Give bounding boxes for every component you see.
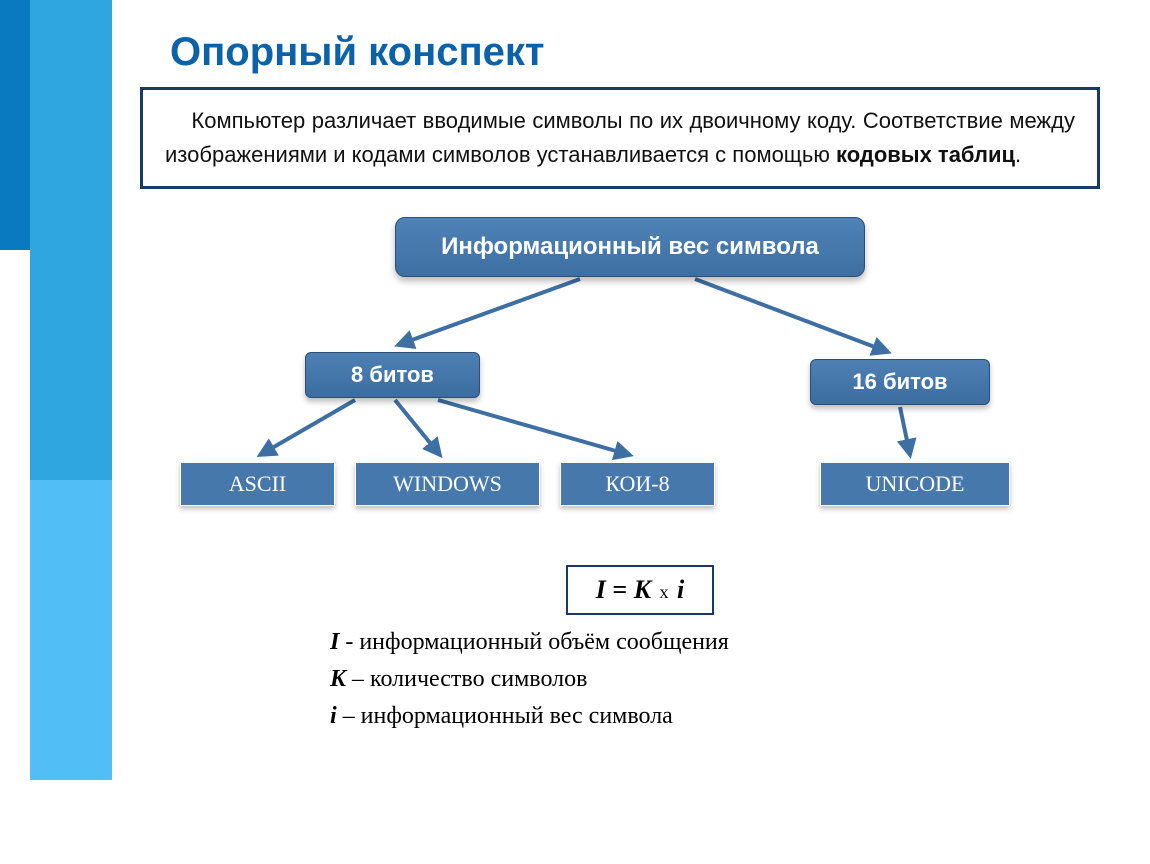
legend-sym-1: K [330,666,346,692]
node-mid-0-label: 8 битов [306,362,479,388]
formula-eq: = [612,575,627,604]
node-leaf-1-label: WINDOWS [356,471,539,497]
legend-row-1: K – количество символов [330,666,1140,693]
hierarchy-diagram: Информационный вес символа 8 битов 16 бито… [140,217,1140,547]
decorative-sidebar [0,0,112,864]
arrow-0 [398,279,580,345]
node-leaf-0-label: ASCII [181,471,334,497]
intro-text-box: Компьютер различает вводимые символы по … [140,87,1100,189]
main-content: Опорный конспект Компьютер различает вво… [140,0,1140,740]
arrow-2 [260,400,355,455]
node-leaf-2-label: КОИ-8 [561,471,714,497]
legend-row-0: I - информационный объём сообщения [330,629,1140,656]
node-leaf-3: UNICODE [820,462,1010,506]
sidebar-stripe-2 [30,0,112,480]
node-mid-0: 8 битов [305,352,480,398]
legend-sym-0: I [330,629,339,655]
sidebar-stripe-3 [30,480,112,780]
intro-line-3c: . [1015,142,1021,167]
formula-box: I = K x i [566,565,715,615]
legend-row-2: i – информационный вес символа [330,703,1140,730]
node-leaf-1: WINDOWS [355,462,540,506]
node-mid-1: 16 битов [810,359,990,405]
intro-line-3a: устанавливается с помощью [537,142,836,167]
arrow-4 [438,400,630,455]
node-mid-1-label: 16 битов [811,369,989,395]
node-leaf-2: КОИ-8 [560,462,715,506]
formula-lhs: I [596,575,606,604]
formula-op: x [658,582,671,602]
formula-row: I = K x i [140,565,1140,615]
intro-line-1: Компьютер различает вводимые символы по … [191,108,856,133]
formula-b: i [677,575,684,604]
intro-bold: кодовых таблиц [836,142,1015,167]
legend-sym-2: i [330,703,337,729]
arrow-3 [395,400,440,455]
arrow-1 [695,279,888,352]
formula-a: K [634,575,651,604]
sidebar-stripe-1 [0,0,30,250]
node-root-label: Информационный вес символа [396,233,864,261]
node-root: Информационный вес символа [395,217,865,277]
node-leaf-3-label: UNICODE [821,471,1009,497]
node-leaf-0: ASCII [180,462,335,506]
page-title: Опорный конспект [170,30,1140,75]
arrow-5 [900,407,910,455]
formula-legend: I - информационный объём сообщения K – ко… [140,629,1140,730]
